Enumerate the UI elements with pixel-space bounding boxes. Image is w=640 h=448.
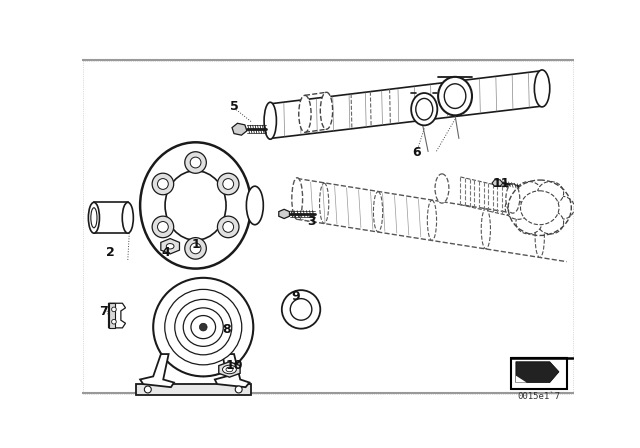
Ellipse shape xyxy=(538,211,564,234)
Ellipse shape xyxy=(223,365,236,374)
Ellipse shape xyxy=(246,186,263,225)
Text: 2: 2 xyxy=(106,246,115,259)
Ellipse shape xyxy=(292,178,303,220)
Ellipse shape xyxy=(520,191,559,225)
Ellipse shape xyxy=(157,221,168,233)
Polygon shape xyxy=(215,354,250,387)
Ellipse shape xyxy=(185,237,206,259)
Ellipse shape xyxy=(320,92,333,129)
Polygon shape xyxy=(516,375,527,383)
Ellipse shape xyxy=(190,157,201,168)
Ellipse shape xyxy=(505,196,531,220)
Polygon shape xyxy=(136,384,251,395)
Ellipse shape xyxy=(319,183,329,223)
Text: 10: 10 xyxy=(225,359,243,372)
Ellipse shape xyxy=(140,142,251,269)
Text: 5: 5 xyxy=(230,99,239,112)
Ellipse shape xyxy=(435,174,449,203)
Ellipse shape xyxy=(164,289,242,365)
Ellipse shape xyxy=(91,208,97,228)
Polygon shape xyxy=(492,180,503,186)
Text: 9: 9 xyxy=(291,290,300,303)
Ellipse shape xyxy=(416,99,433,120)
Ellipse shape xyxy=(264,102,276,139)
Ellipse shape xyxy=(516,211,542,234)
Ellipse shape xyxy=(190,243,201,254)
Bar xyxy=(511,358,566,389)
Text: 7: 7 xyxy=(99,305,108,318)
Ellipse shape xyxy=(175,299,232,355)
Polygon shape xyxy=(109,303,125,328)
Polygon shape xyxy=(140,354,174,387)
Ellipse shape xyxy=(185,152,206,173)
Ellipse shape xyxy=(236,386,242,393)
Ellipse shape xyxy=(122,202,133,233)
Circle shape xyxy=(111,319,116,324)
Text: 1: 1 xyxy=(191,238,200,251)
Text: 4: 4 xyxy=(162,246,171,259)
Ellipse shape xyxy=(535,217,545,258)
Ellipse shape xyxy=(538,181,564,205)
Ellipse shape xyxy=(506,184,520,213)
Ellipse shape xyxy=(218,173,239,195)
Ellipse shape xyxy=(223,221,234,233)
Ellipse shape xyxy=(145,386,151,393)
Ellipse shape xyxy=(152,216,173,238)
Ellipse shape xyxy=(411,93,437,125)
Text: 0015e1`7: 0015e1`7 xyxy=(518,392,561,401)
Ellipse shape xyxy=(299,95,311,132)
Ellipse shape xyxy=(444,84,466,108)
Ellipse shape xyxy=(282,290,320,329)
Ellipse shape xyxy=(373,192,383,232)
Ellipse shape xyxy=(183,308,223,346)
Ellipse shape xyxy=(291,299,312,320)
Ellipse shape xyxy=(88,202,99,233)
Ellipse shape xyxy=(516,181,542,205)
Ellipse shape xyxy=(223,179,234,190)
Polygon shape xyxy=(161,238,179,254)
Ellipse shape xyxy=(166,244,174,249)
Ellipse shape xyxy=(481,209,490,249)
Ellipse shape xyxy=(428,200,436,240)
Text: 11: 11 xyxy=(493,177,510,190)
Ellipse shape xyxy=(165,171,226,240)
Polygon shape xyxy=(279,209,289,219)
Polygon shape xyxy=(94,202,128,233)
Ellipse shape xyxy=(152,173,173,195)
Ellipse shape xyxy=(218,216,239,238)
Ellipse shape xyxy=(157,179,168,190)
Ellipse shape xyxy=(548,196,575,220)
Ellipse shape xyxy=(534,70,550,107)
Polygon shape xyxy=(232,123,247,135)
Polygon shape xyxy=(109,303,115,328)
Text: 3: 3 xyxy=(307,215,316,228)
Ellipse shape xyxy=(438,77,472,116)
Ellipse shape xyxy=(226,367,233,372)
Text: 8: 8 xyxy=(222,323,230,336)
Circle shape xyxy=(111,307,116,312)
Circle shape xyxy=(200,323,207,331)
Ellipse shape xyxy=(191,315,216,339)
Polygon shape xyxy=(219,362,240,377)
Text: 6: 6 xyxy=(412,146,421,159)
Polygon shape xyxy=(516,362,559,383)
Ellipse shape xyxy=(153,278,253,376)
